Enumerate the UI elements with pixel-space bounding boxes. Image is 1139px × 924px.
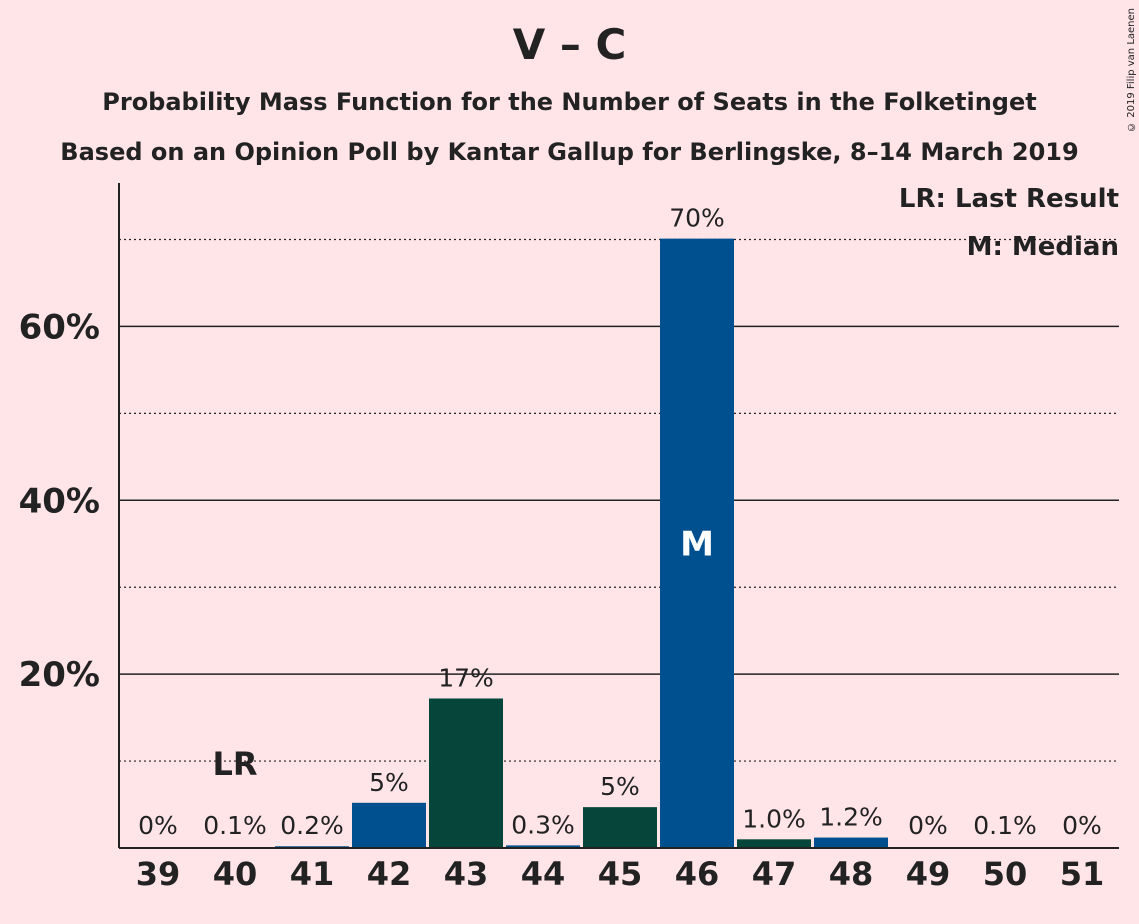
chart-title: V – C: [512, 20, 627, 69]
chart-subtitle-2: Based on an Opinion Poll by Kantar Gallu…: [60, 138, 1079, 166]
legend-median: M: Median: [966, 232, 1119, 262]
x-tick-label: 49: [906, 855, 951, 893]
x-tick-label: 50: [983, 855, 1028, 893]
grid-layer: [119, 238, 1119, 762]
data-label: 0.1%: [203, 811, 267, 840]
bar: [737, 839, 811, 848]
data-label: 5%: [600, 772, 640, 801]
axis-layer: 20% 40% 60% 39 40 41 42 43 44 45 46 47 48 49 50 51: [19, 183, 1119, 893]
x-tick-label: 40: [213, 855, 258, 893]
data-label: 1.0%: [742, 804, 806, 833]
data-label: 5%: [369, 768, 409, 797]
x-tick-label: 39: [136, 855, 181, 893]
chart-subtitle-1: Probability Mass Function for the Number…: [102, 88, 1037, 116]
data-label: 0%: [908, 811, 948, 840]
data-label: 0.1%: [973, 811, 1037, 840]
legend-last-result: LR: Last Result: [898, 184, 1119, 214]
data-label: 70%: [669, 204, 725, 233]
x-tick-label: 48: [829, 855, 874, 893]
bar: [583, 807, 657, 848]
bar: [660, 238, 734, 849]
label-layer: 0% 0.1% 0.2% 5% 17% 0.3% 5% 70% 1.0% 1.2% 0% 0.1% 0%…: [138, 204, 1102, 840]
bar: [352, 802, 426, 848]
x-tick-label: 43: [444, 855, 489, 893]
x-tick-label: 42: [367, 855, 412, 893]
x-tick-label: 41: [290, 855, 335, 893]
x-tick-label: 51: [1060, 855, 1105, 893]
bar: [814, 837, 888, 848]
x-tick-label: 46: [675, 855, 720, 893]
data-label: 0.3%: [511, 810, 575, 839]
y-tick-label: 60%: [19, 307, 100, 347]
x-tick-label: 45: [598, 855, 643, 893]
data-label: 0%: [138, 811, 178, 840]
bar: [506, 845, 580, 848]
bar: [429, 698, 503, 848]
x-tick-label: 47: [752, 855, 797, 893]
median-marker: M: [680, 524, 714, 564]
bar-layer: [198, 238, 1042, 849]
data-label: 17%: [438, 663, 494, 692]
data-label: 0%: [1062, 811, 1102, 840]
last-result-marker: LR: [212, 745, 257, 783]
y-tick-label: 20%: [19, 655, 100, 695]
data-label: 0.2%: [280, 811, 344, 840]
y-tick-label: 40%: [19, 481, 100, 521]
data-label: 1.2%: [819, 803, 883, 832]
x-tick-label: 44: [521, 855, 566, 893]
